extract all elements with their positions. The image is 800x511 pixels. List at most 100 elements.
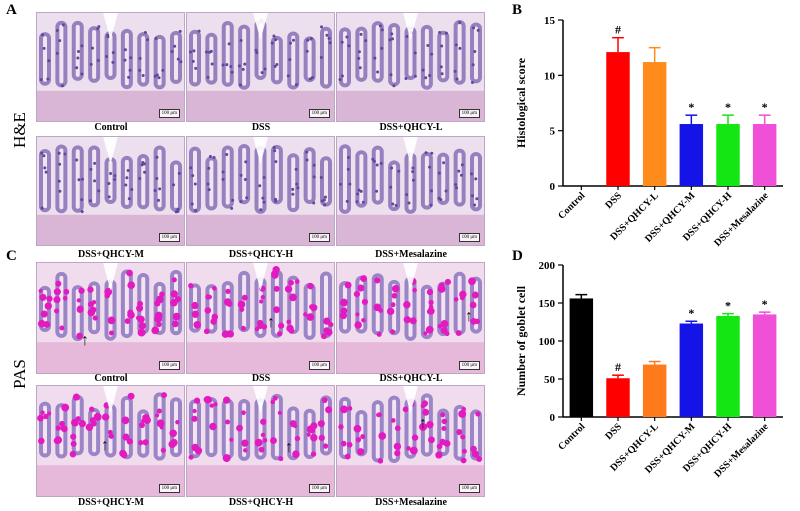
nucleus — [306, 38, 310, 42]
goblet-cell — [188, 454, 194, 460]
pas-image-mesalazine: ↑ 100 μm — [336, 385, 485, 497]
goblet-cell — [169, 429, 177, 438]
nucleus — [170, 50, 174, 54]
goblet-cell — [271, 271, 279, 279]
nucleus — [230, 70, 234, 74]
nucleus — [454, 183, 458, 187]
bar — [679, 323, 704, 417]
y-tick-label: 10 — [544, 70, 556, 82]
nucleus — [93, 179, 97, 183]
panel-letter-b: B — [512, 2, 523, 18]
goblet-cell — [360, 434, 366, 440]
nucleus — [320, 199, 324, 203]
goblet-cell — [444, 278, 451, 286]
nucleus — [438, 30, 442, 34]
goblet-cell — [278, 456, 284, 462]
goblet-cell — [223, 396, 231, 404]
goblet-cell — [236, 424, 243, 432]
goblet-cell — [259, 299, 264, 304]
caption-he-qhcy-m: DSS+QHCY-M — [78, 249, 144, 260]
nucleus — [272, 34, 276, 38]
caption-he-dss: DSS — [251, 122, 271, 133]
nucleus — [76, 56, 80, 60]
goblet-cell — [390, 302, 396, 308]
goblet-cell — [425, 325, 434, 334]
he-image-mesalazine: 100 μm — [336, 136, 485, 246]
goblet-cell — [156, 408, 162, 414]
nucleus — [237, 64, 241, 68]
goblet-cell — [328, 322, 334, 328]
nucleus — [255, 51, 259, 55]
nucleus — [319, 56, 323, 60]
nucleus — [457, 169, 461, 173]
he-image-dss: 100 μm — [186, 12, 335, 122]
nucleus — [411, 178, 415, 182]
caption-he-qhcy-l: DSS+QHCY-L — [379, 122, 443, 133]
lumen — [403, 13, 418, 40]
nucleus — [140, 163, 144, 167]
crypt-lumen — [124, 32, 129, 86]
goblet-cell — [156, 419, 165, 428]
nucleus — [209, 49, 213, 53]
goblet-cell — [376, 331, 382, 337]
goblet-cell — [191, 415, 198, 422]
goblet-cell — [161, 392, 167, 399]
nucleus — [295, 182, 299, 186]
goblet-cell — [221, 330, 230, 338]
goblet-cell — [411, 434, 419, 441]
goblet-cell — [70, 440, 77, 447]
caption-pas-mesalazine: DSS+Mesalazine — [375, 497, 447, 508]
nucleus — [373, 56, 377, 60]
goblet-cell — [108, 433, 115, 439]
goblet-cell — [402, 406, 409, 413]
goblet-cell — [307, 282, 314, 290]
nucleus — [444, 189, 448, 193]
goblet-cell — [391, 284, 400, 293]
nucleus — [454, 43, 458, 47]
crypt-lumen — [291, 35, 296, 86]
nucleus — [128, 68, 132, 72]
nucleus — [227, 42, 231, 46]
crypt-lumen — [242, 28, 247, 86]
nucleus — [172, 183, 176, 187]
nucleus — [44, 170, 48, 174]
lumen — [253, 13, 268, 40]
goblet-cell — [294, 279, 300, 284]
y-tick-label: 0 — [550, 412, 556, 424]
goblet-cell — [470, 317, 477, 325]
crypt-lumen — [242, 147, 247, 201]
crypt-lumen — [408, 30, 413, 76]
goblet-cell — [226, 300, 233, 307]
nucleus — [355, 200, 359, 204]
nucleus — [474, 177, 478, 181]
nucleus — [206, 182, 210, 186]
nucleus — [130, 188, 134, 192]
caption-he-mesalazine: DSS+Mesalazine — [375, 249, 447, 260]
nucleus — [96, 59, 100, 63]
arrow-icon: ↑ — [465, 308, 473, 325]
nucleus — [319, 175, 323, 179]
goblet-cell — [455, 330, 462, 336]
nucleus — [305, 150, 309, 154]
nucleus — [413, 51, 417, 55]
goblet-cell — [108, 330, 114, 336]
nucleus — [458, 20, 462, 24]
nucleus — [80, 210, 84, 214]
crypt-lumen — [274, 148, 279, 201]
goblet-cell — [54, 308, 60, 314]
goblet-cell — [286, 324, 294, 333]
goblet-cell — [141, 418, 146, 424]
nucleus — [221, 63, 225, 67]
goblet-cell — [403, 300, 411, 309]
nucleus — [143, 30, 147, 34]
nucleus — [191, 59, 195, 63]
nucleus — [411, 170, 415, 174]
nucleus — [221, 170, 225, 174]
nucleus — [77, 49, 81, 53]
goblet-cell — [119, 449, 127, 457]
crypt-lumen — [408, 402, 413, 455]
nucleus — [141, 74, 145, 78]
goblet-cell — [156, 295, 164, 304]
goblet-cell — [470, 445, 477, 453]
goblet-cell — [459, 295, 465, 301]
